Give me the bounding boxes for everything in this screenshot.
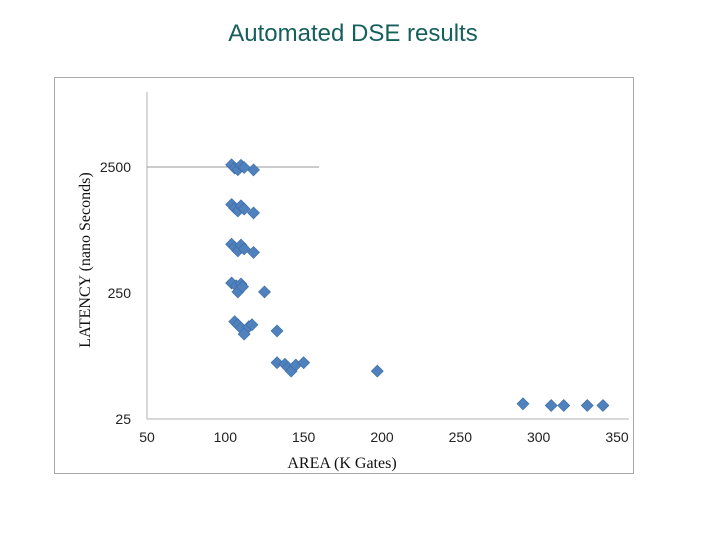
y-tick-label: 2500 [100, 159, 131, 175]
data-point [237, 242, 251, 256]
x-tick-label: 250 [449, 429, 473, 445]
data-point [237, 161, 251, 174]
x-tick-label: 100 [214, 429, 238, 445]
data-point [580, 399, 594, 412]
x-tick-label: 300 [527, 429, 551, 445]
data-point [237, 202, 251, 216]
data-point [516, 397, 530, 411]
data-point [557, 399, 571, 412]
chart-area: 50 100 150 200 250 300 350 25 250 2500 AREA (K G… [54, 77, 634, 474]
data-points [225, 158, 610, 412]
y-tick-label: 250 [108, 285, 132, 301]
y-tick-label: 25 [115, 411, 131, 427]
x-tick-label: 150 [292, 429, 316, 445]
scatter-chart: 50 100 150 200 250 300 350 25 250 2500 AREA (K G… [77, 92, 633, 472]
y-axis-title: LATENCY (nano Seconds) [77, 172, 94, 347]
data-point [247, 206, 260, 220]
data-point [247, 163, 260, 177]
data-point [297, 356, 311, 370]
x-tick-label: 200 [370, 429, 394, 445]
data-point [544, 399, 558, 412]
data-point [236, 280, 249, 294]
data-point [596, 399, 610, 412]
x-axis-title: AREA (K Gates) [287, 455, 396, 472]
data-point [270, 324, 284, 338]
data-point [258, 285, 271, 299]
data-point [370, 364, 384, 378]
x-tick-label: 350 [605, 429, 629, 445]
data-point [245, 318, 259, 332]
x-tick-labels: 50 100 150 200 250 300 350 [139, 429, 629, 445]
white-overlay [315, 146, 633, 194]
x-tick-label: 50 [139, 429, 155, 445]
y-tick-labels: 25 250 2500 [100, 159, 131, 427]
slide-title: Automated DSE results [228, 20, 478, 47]
data-point [247, 245, 260, 259]
